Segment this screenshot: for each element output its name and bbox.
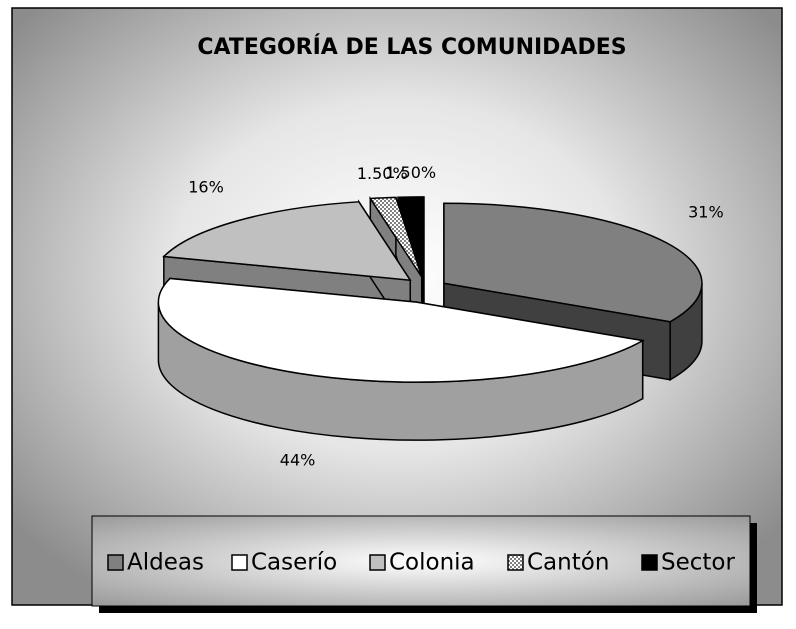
- slice: [397, 196, 425, 278]
- legend-swatch: [369, 554, 386, 571]
- legend-swatch: [231, 554, 248, 571]
- legend-label: Aldeas: [127, 550, 204, 576]
- data-label: 1.50%: [385, 163, 436, 182]
- slice: [157, 277, 645, 441]
- data-label: 16%: [188, 178, 224, 197]
- data-label: 1.50%: [357, 164, 408, 183]
- pie: [157, 196, 703, 441]
- slice: [443, 202, 703, 323]
- legend-swatch: [641, 554, 658, 571]
- legend-label: Colonia: [389, 550, 475, 576]
- slice: [368, 196, 423, 278]
- legend-label: Caserío: [251, 550, 337, 576]
- chart-title: CATEGORÍA DE LAS COMUNIDADES: [197, 34, 626, 60]
- legend: [91, 515, 751, 607]
- legend-swatch: [107, 554, 124, 571]
- data-label: 31%: [688, 203, 724, 222]
- slice: [162, 201, 412, 282]
- legend-label: Sector: [661, 550, 735, 576]
- legend-items: Aldeas Caserío Colonia Cantón Sector: [107, 550, 735, 576]
- slice: [157, 277, 645, 383]
- legend-swatch: [507, 554, 524, 571]
- data-label: 44%: [280, 451, 316, 470]
- legend-label: Cantón: [527, 550, 609, 576]
